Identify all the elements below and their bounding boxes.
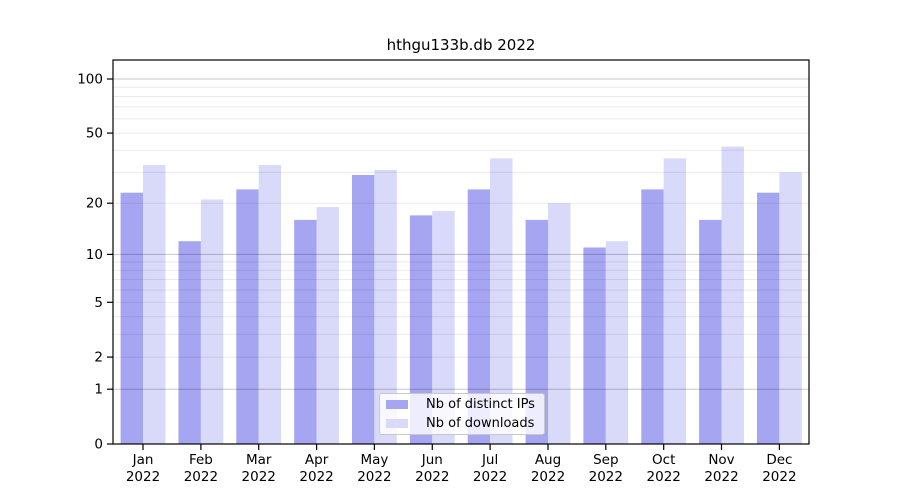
chart-title: hthgu133b.db 2022 (387, 36, 536, 54)
y-tick-label-10: 10 (86, 247, 103, 263)
bar-mar-distinct-ips (236, 189, 259, 444)
x-tick-label-year-dec: 2022 (762, 469, 796, 485)
y-tick-label-1: 1 (94, 382, 103, 398)
x-tick-label-year-nov: 2022 (704, 469, 738, 485)
bar-may-distinct-ips (352, 175, 375, 444)
bar-oct-distinct-ips (641, 189, 664, 444)
bar-mar-downloads (258, 165, 282, 444)
x-tick-label-year-sep: 2022 (589, 469, 623, 485)
bar-apr-downloads (316, 207, 339, 444)
x-tick-label-month-dec: Dec (766, 452, 792, 468)
x-tick-label-year-mar: 2022 (242, 469, 276, 485)
x-tick-label-year-feb: 2022 (184, 469, 218, 485)
y-tick-label-2: 2 (94, 350, 103, 366)
x-tick-label-month-aug: Aug (535, 452, 561, 468)
bar-jan-downloads (143, 165, 166, 444)
x-tick-label-month-jun: Jun (421, 452, 443, 468)
x-tick-label-year-aug: 2022 (531, 469, 565, 485)
x-tick-label-year-may: 2022 (357, 469, 391, 485)
y-tick-label-0: 0 (94, 437, 103, 453)
bar-aug-downloads (548, 203, 571, 444)
x-tick-label-month-jul: Jul (481, 452, 498, 468)
legend: Nb of distinct IPs Nb of downloads (379, 393, 545, 435)
bar-nov-distinct-ips (699, 219, 722, 444)
bar-dec-downloads (779, 172, 802, 444)
legend-label-distinct-ips: Nb of distinct IPs (426, 397, 535, 413)
y-tick-label-20: 20 (86, 196, 103, 212)
legend-swatch-downloads (386, 418, 408, 428)
x-tick-label-month-feb: Feb (189, 452, 213, 468)
bar-nov-downloads (721, 146, 744, 444)
axes-group (107, 59, 810, 450)
x-tick-label-year-jul: 2022 (473, 469, 507, 485)
x-tick-label-month-apr: Apr (305, 452, 329, 468)
legend-label-downloads: Nb of downloads (426, 415, 535, 431)
legend-swatch-distinct-ips (386, 400, 408, 410)
x-tick-label-year-apr: 2022 (299, 469, 333, 485)
bar-oct-downloads (663, 158, 687, 444)
x-tick-label-month-oct: Oct (652, 452, 675, 468)
y-tick-label-50: 50 (86, 126, 103, 142)
bar-sep-downloads (605, 241, 629, 444)
gridlines-group (113, 78, 809, 390)
legend-item-downloads: Nb of downloads (386, 416, 536, 432)
bar-jan-distinct-ips (120, 192, 143, 444)
bar-sep-distinct-ips (583, 247, 606, 444)
bar-feb-distinct-ips (178, 241, 201, 444)
x-tick-label-month-nov: Nov (708, 452, 734, 468)
bar-may-downloads (374, 169, 397, 444)
bar-jul-downloads (490, 158, 513, 444)
bar-jul-distinct-ips (467, 189, 491, 444)
x-tick-label-year-jan: 2022 (126, 469, 160, 485)
bars-group (120, 146, 802, 444)
x-tick-label-year-jun: 2022 (415, 469, 449, 485)
x-tick-label-month-may: May (360, 452, 388, 468)
bar-jun-distinct-ips (409, 215, 433, 444)
bar-dec-distinct-ips (757, 192, 780, 444)
bar-apr-distinct-ips (294, 219, 317, 444)
y-tick-label-5: 5 (94, 295, 103, 311)
bar-aug-distinct-ips (525, 219, 548, 444)
y-tick-label-100: 100 (77, 72, 103, 88)
x-tick-label-month-jan: Jan (132, 452, 154, 468)
plot-frame (112, 59, 810, 445)
x-tick-label-month-mar: Mar (246, 452, 272, 468)
bar-feb-downloads (200, 199, 224, 444)
x-tick-label-year-oct: 2022 (647, 469, 681, 485)
axis-labels-group: 0125102050100Jan2022Feb2022Mar2022Apr202… (77, 72, 796, 486)
bar-jun-downloads (432, 211, 455, 444)
legend-item-distinct-ips: Nb of distinct IPs (386, 397, 536, 413)
x-tick-label-month-sep: Sep (593, 452, 618, 468)
